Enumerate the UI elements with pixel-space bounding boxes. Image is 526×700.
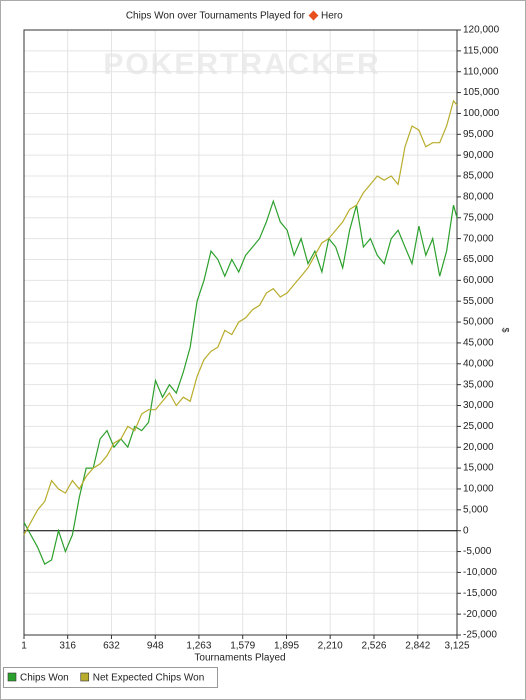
y-tick-label: 75,000 [463, 212, 494, 223]
watermark: POKERTRACKER [103, 48, 380, 81]
x-tick-label: 948 [147, 641, 164, 652]
x-tick-label: 1,895 [274, 641, 299, 652]
y-tick-label: 100,000 [463, 108, 500, 119]
x-tick-label: 1,263 [186, 641, 211, 652]
y-axis-label: $ [501, 327, 511, 332]
legend-swatch [7, 672, 17, 682]
player-name: Hero [321, 11, 343, 22]
x-tick-label: 2,210 [318, 641, 343, 652]
y-tick-label: -25,000 [463, 630, 497, 641]
y-tick-label: 35,000 [463, 379, 494, 390]
x-tick-label: 2,526 [361, 641, 386, 652]
y-tick-label: 80,000 [463, 192, 494, 203]
x-tick-label: 316 [59, 641, 76, 652]
y-tick-label: 70,000 [463, 233, 494, 244]
y-tick-label: 110,000 [463, 66, 499, 77]
y-tick-label: 20,000 [463, 442, 494, 453]
legend [3, 667, 218, 688]
x-tick-label: 1,579 [230, 641, 255, 652]
y-tick-label: -20,000 [463, 609, 497, 620]
legend-swatch [80, 672, 90, 682]
legend-label: Net Expected Chips Won [93, 673, 205, 684]
series-line [23, 199, 458, 565]
x-tick-label: 1 [21, 641, 27, 652]
y-tick-label: 55,000 [463, 296, 494, 307]
y-tick-label: 30,000 [463, 400, 494, 411]
x-tick-label: 3,125 [444, 641, 469, 652]
y-tick-label: 0 [463, 525, 469, 536]
chart-title: Chips Won over Tournaments Played for [126, 11, 306, 22]
y-tick-label: 25,000 [463, 421, 494, 432]
x-axis-label: Tournaments Played [194, 653, 285, 664]
y-tick-label: 5,000 [463, 504, 488, 515]
y-tick-label: 105,000 [463, 87, 500, 98]
y-tick-label: 40,000 [463, 358, 494, 369]
y-tick-label: 65,000 [463, 254, 494, 265]
y-tick-label: -15,000 [463, 588, 497, 599]
y-tick-label: 95,000 [463, 129, 494, 140]
plot-border [23, 29, 458, 636]
y-tick-label: 90,000 [463, 150, 494, 161]
x-tick-label: 632 [103, 641, 120, 652]
y-tick-label: 15,000 [463, 463, 494, 474]
y-tick-label: 50,000 [463, 317, 494, 328]
y-tick-label: -10,000 [463, 567, 497, 578]
series-line [23, 99, 458, 536]
y-tick-label: 120,000 [463, 25, 500, 36]
y-tick-label: 85,000 [463, 171, 494, 182]
y-tick-label: 10,000 [463, 484, 494, 495]
legend-label: Chips Won [20, 673, 69, 684]
y-tick-label: 115,000 [463, 46, 499, 57]
y-tick-label: 60,000 [463, 275, 494, 286]
y-tick-label: 45,000 [463, 338, 494, 349]
x-tick-label: 2,842 [405, 641, 430, 652]
y-tick-label: -5,000 [463, 546, 492, 557]
